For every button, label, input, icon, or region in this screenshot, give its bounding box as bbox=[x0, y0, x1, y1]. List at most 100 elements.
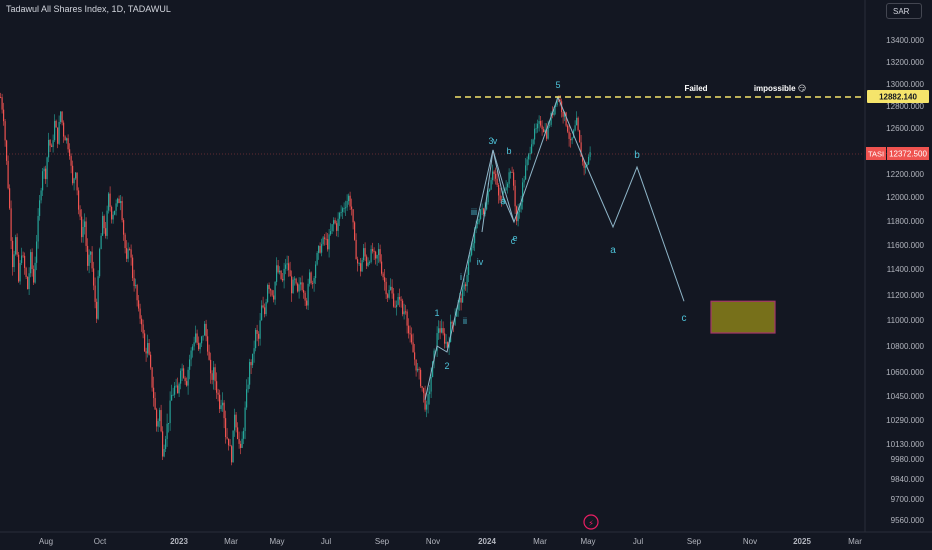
candle-body bbox=[408, 325, 410, 334]
candle-body bbox=[288, 263, 290, 271]
candle-body bbox=[342, 208, 344, 212]
candle-body bbox=[174, 386, 176, 395]
candle-body bbox=[243, 430, 245, 439]
wave-label: b bbox=[634, 150, 640, 161]
candle-body bbox=[517, 212, 519, 222]
candle-body bbox=[385, 281, 387, 295]
y-tick-label: 12200.000 bbox=[886, 170, 924, 179]
candle-body bbox=[156, 409, 158, 427]
wave-label: i bbox=[460, 272, 462, 282]
candle-body bbox=[535, 128, 537, 130]
candle-body bbox=[165, 439, 167, 449]
chart-title: Tadawul All Shares Index, 1D, TADAWUL bbox=[6, 4, 171, 14]
candle-body bbox=[589, 152, 591, 157]
x-tick-label: 2025 bbox=[793, 537, 811, 546]
candle-body bbox=[61, 111, 63, 123]
candle-body bbox=[462, 289, 464, 303]
candle-body bbox=[498, 184, 500, 196]
candle-body bbox=[555, 105, 557, 108]
candle-body bbox=[124, 234, 126, 249]
candle-body bbox=[442, 328, 444, 334]
candle-body bbox=[117, 198, 119, 204]
candle-body bbox=[69, 149, 71, 157]
candle-body bbox=[210, 359, 212, 374]
y-tick-label: 11400.000 bbox=[887, 265, 925, 274]
candle-body bbox=[228, 438, 230, 446]
candle-body bbox=[405, 311, 407, 313]
candle-body bbox=[381, 261, 383, 274]
y-tick-label: 9980.000 bbox=[891, 455, 925, 464]
y-tick-label: 12800.000 bbox=[886, 102, 924, 111]
candle-body bbox=[4, 121, 6, 141]
candle-body bbox=[93, 268, 95, 286]
candle-body bbox=[315, 264, 317, 279]
candle-body bbox=[171, 394, 173, 401]
candle-body bbox=[222, 402, 224, 406]
candle-body bbox=[102, 216, 104, 236]
candle-body bbox=[321, 244, 323, 253]
candle-body bbox=[289, 270, 291, 277]
candle-body bbox=[495, 173, 497, 179]
candle-body bbox=[294, 278, 296, 280]
candle-body bbox=[468, 261, 470, 276]
candle-body bbox=[388, 289, 390, 298]
candle-body bbox=[334, 220, 336, 224]
candle-body bbox=[292, 279, 294, 294]
candle-body bbox=[522, 182, 524, 203]
wave-label: 3 bbox=[488, 136, 493, 146]
candle-body bbox=[109, 193, 111, 207]
candle-body bbox=[382, 273, 384, 278]
candle-body bbox=[178, 383, 180, 394]
candle-body bbox=[354, 222, 356, 240]
candle-body bbox=[78, 190, 80, 210]
candle-body bbox=[219, 394, 221, 410]
candle-body bbox=[510, 172, 512, 173]
candle-body bbox=[79, 209, 81, 217]
candle-body bbox=[352, 209, 354, 223]
candle-body bbox=[142, 324, 144, 334]
candle-body bbox=[351, 206, 353, 210]
candle-body bbox=[244, 407, 246, 431]
candle-body bbox=[370, 249, 372, 263]
candle-body bbox=[549, 124, 551, 126]
y-tick-label: 11600.000 bbox=[887, 241, 925, 250]
candle-body bbox=[406, 311, 408, 326]
candle-body bbox=[247, 384, 249, 390]
candle-body bbox=[460, 297, 462, 303]
candle-body bbox=[378, 249, 380, 256]
candle-body bbox=[379, 249, 381, 262]
candle-body bbox=[261, 305, 263, 321]
candle-body bbox=[43, 168, 45, 172]
candle-body bbox=[202, 335, 204, 337]
y-tick-label: 13000.000 bbox=[886, 80, 924, 89]
candle-body bbox=[172, 394, 174, 396]
candle-body bbox=[252, 353, 254, 366]
resistance-price-tag bbox=[867, 90, 929, 103]
candle-body bbox=[577, 117, 579, 131]
lightning-icon[interactable] bbox=[583, 514, 599, 530]
currency-button[interactable]: SAR bbox=[886, 3, 922, 19]
candle-body bbox=[51, 145, 53, 147]
candle-body bbox=[585, 166, 587, 168]
candle-body bbox=[355, 239, 357, 260]
candle-body bbox=[33, 269, 35, 283]
y-tick-label: 12000.000 bbox=[886, 193, 924, 202]
candle-body bbox=[106, 210, 108, 236]
candle-body bbox=[54, 120, 56, 141]
candle-body bbox=[259, 320, 261, 339]
candle-body bbox=[348, 195, 350, 202]
candle-body bbox=[145, 351, 147, 354]
x-tick-label: Jul bbox=[321, 537, 331, 546]
candle-body bbox=[60, 111, 62, 122]
candle-body bbox=[343, 208, 345, 210]
candle-body bbox=[364, 248, 366, 257]
candle-body bbox=[27, 276, 29, 290]
candle-body bbox=[114, 210, 116, 215]
candle-body bbox=[427, 394, 429, 405]
candle-body bbox=[70, 156, 72, 166]
candle-body bbox=[454, 316, 456, 325]
candle-body bbox=[144, 333, 146, 352]
candle-body bbox=[403, 311, 405, 315]
candle-body bbox=[7, 160, 9, 189]
